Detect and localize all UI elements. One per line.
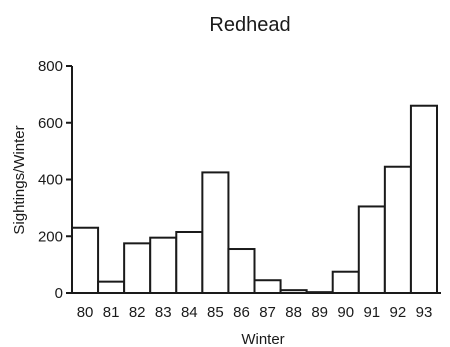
bar-80 [71, 226, 100, 294]
bar-92 [383, 165, 412, 294]
bar-82 [123, 242, 152, 294]
x-axis-label: Winter [241, 331, 284, 347]
bar-86 [227, 248, 256, 295]
x-tick-label: 85 [207, 304, 224, 321]
bar-83 [149, 236, 178, 294]
x-ticks-group: 80 81 82 83 84 85 86 87 88 89 90 91 92 93 [77, 304, 433, 321]
x-tick-label: 83 [155, 304, 172, 321]
bar-90 [331, 270, 360, 294]
y-ticks-group: 0 200 400 600 800 [38, 58, 72, 302]
y-axis-label: Sightings/Winter [11, 125, 28, 234]
y-tick-label: 0 [55, 285, 63, 302]
bars-group [71, 104, 438, 295]
bar-91 [357, 205, 386, 294]
y-tick-label: 600 [38, 115, 63, 132]
x-tick-label: 81 [103, 304, 120, 321]
chart-title: Redhead [209, 14, 290, 36]
x-tick-label: 89 [311, 304, 328, 321]
bar-85 [201, 171, 230, 294]
y-tick-label: 800 [38, 58, 63, 75]
x-tick-label: 93 [416, 304, 433, 321]
x-tick-label: 88 [285, 304, 302, 321]
x-tick-label: 92 [390, 304, 407, 321]
y-tick-label: 400 [38, 172, 63, 189]
bar-84 [175, 230, 204, 294]
x-tick-label: 91 [363, 304, 380, 321]
bar-87 [253, 279, 282, 295]
x-tick-label: 90 [337, 304, 354, 321]
x-tick-label: 82 [129, 304, 146, 321]
bar-81 [97, 280, 126, 294]
x-tick-label: 87 [259, 304, 276, 321]
x-tick-label: 86 [233, 304, 250, 321]
bar-93 [409, 104, 438, 294]
x-tick-label: 84 [181, 304, 198, 321]
x-tick-label: 80 [77, 304, 94, 321]
y-tick-label: 200 [38, 228, 63, 245]
